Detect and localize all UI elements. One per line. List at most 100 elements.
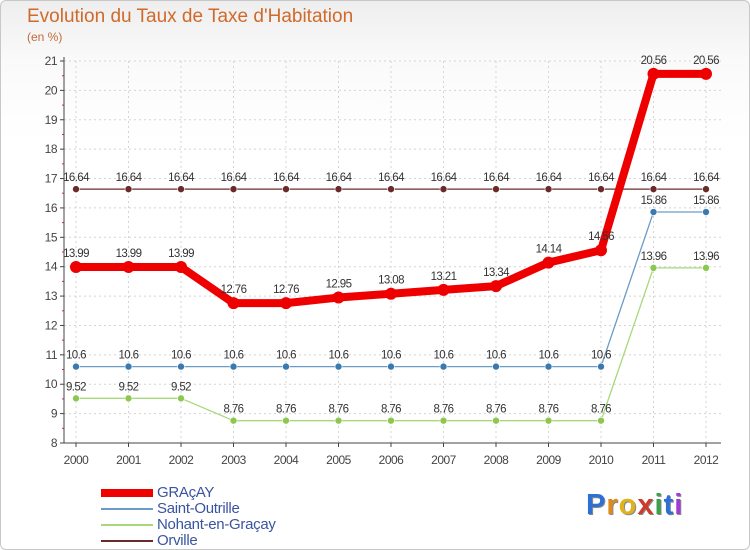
x-tick-label: 2004 [274,453,300,467]
data-point [387,185,395,193]
data-point [124,185,133,193]
data-label: 20.56 [641,55,667,67]
data-point [124,362,133,371]
data-label: 10.6 [591,350,611,362]
data-label: 16.64 [63,172,90,184]
legend: GRAçAY Saint-Outrille Nohant-en-Graçay Orvi… [101,485,276,549]
data-point [282,185,290,193]
data-label: 16.64 [221,172,248,184]
data-label: 16.64 [693,172,720,184]
data-label: 8.76 [381,404,401,416]
x-tick-label: 2001 [116,453,142,467]
data-label: 8.76 [434,404,454,416]
data-point [544,416,553,425]
data-point [282,362,290,371]
y-tick-label: 8 [51,436,58,450]
data-point [542,256,555,269]
data-point [227,297,240,310]
data-label: 10.6 [381,350,401,362]
data-label: 12.95 [326,279,352,291]
proxiti-logo: Proxiti [586,489,683,522]
x-tick-label: 2007 [431,453,457,467]
legend-swatch [101,508,153,510]
data-label: 15.86 [693,195,719,207]
axes: 8 9 10 11 12 13 14 15 16 17 18 19 20 21 2000 2001 2002 20… [45,54,721,467]
data-label: 16.64 [641,172,668,184]
data-label: 16.64 [431,172,458,184]
y-tick-label: 12 [45,318,58,332]
data-point [175,260,187,273]
data-label: 9.52 [66,381,86,393]
data-point [70,260,82,273]
x-tick-label: 2008 [484,453,510,467]
x-tick-label: 2011 [642,453,667,467]
data-point [702,185,710,193]
legend-label: Saint-Outrille [157,500,240,517]
x-tick-label: 2003 [221,453,247,467]
series-nohant-en-gra-ay [72,264,710,425]
data-label: 13.34 [483,267,510,279]
y-tick-label: 15 [45,230,58,244]
data-label: 13.99 [168,248,194,260]
y-tick-label: 9 [51,407,58,421]
data-label: 10.6 [486,350,506,362]
data-point [334,416,343,425]
x-tick-label: 2005 [326,453,352,467]
data-label: 8.76 [539,404,559,416]
legend-label: Orville [157,532,198,549]
data-point [229,416,238,425]
data-label: 13.99 [116,248,142,260]
data-label: 8.76 [591,404,611,416]
data-label: 8.76 [486,404,506,416]
data-label: 10.6 [329,350,349,362]
logo-letter: o [618,489,638,521]
data-label: 16.64 [116,172,143,184]
data-point [387,362,395,371]
data-point [387,416,395,425]
data-label: 16.64 [326,172,353,184]
data-point [700,67,712,80]
y-tick-label: 13 [45,289,58,303]
data-point [437,283,450,296]
series-gra-ay [70,67,712,310]
data-point [177,394,185,403]
legend-swatch [101,524,153,526]
data-labels: 16.64 16.64 16.64 16.64 16.64 16.64 16.64 16.64… [63,55,721,416]
data-label: 12.76 [221,284,247,296]
y-tick-label: 10 [45,377,58,391]
legend-swatch [101,540,153,542]
x-tick-label: 2009 [536,453,562,467]
legend-item: Saint-Outrille [101,501,276,517]
data-point [597,362,605,371]
y-tick-label: 17 [45,172,58,186]
data-point [702,264,710,272]
x-tick-label: 2012 [694,453,720,467]
data-point [544,185,553,193]
data-point [649,208,658,216]
data-label: 10.6 [276,350,296,362]
data-label: 20.56 [693,55,719,67]
data-label: 13.96 [693,251,719,263]
data-label: 16.64 [588,172,615,184]
x-tick-label: 2002 [169,453,195,467]
data-point [544,362,553,371]
y-tick-label: 14 [45,260,58,274]
data-point [229,185,238,193]
data-point [72,362,80,371]
data-label: 10.6 [539,350,559,362]
data-point [282,416,290,425]
data-label: 13.96 [641,251,667,263]
y-tick-label: 11 [46,348,58,362]
data-point [72,185,80,193]
data-label: 10.6 [171,350,191,362]
data-point [597,416,605,425]
y-tick-label: 19 [45,113,58,127]
data-label: 10.6 [434,350,454,362]
data-label: 12.76 [273,284,299,296]
data-point [649,264,658,272]
series-saint-outrille [72,208,710,371]
x-tick-label: 2006 [379,453,405,467]
data-label: 16.64 [378,172,405,184]
data-point [72,394,80,403]
